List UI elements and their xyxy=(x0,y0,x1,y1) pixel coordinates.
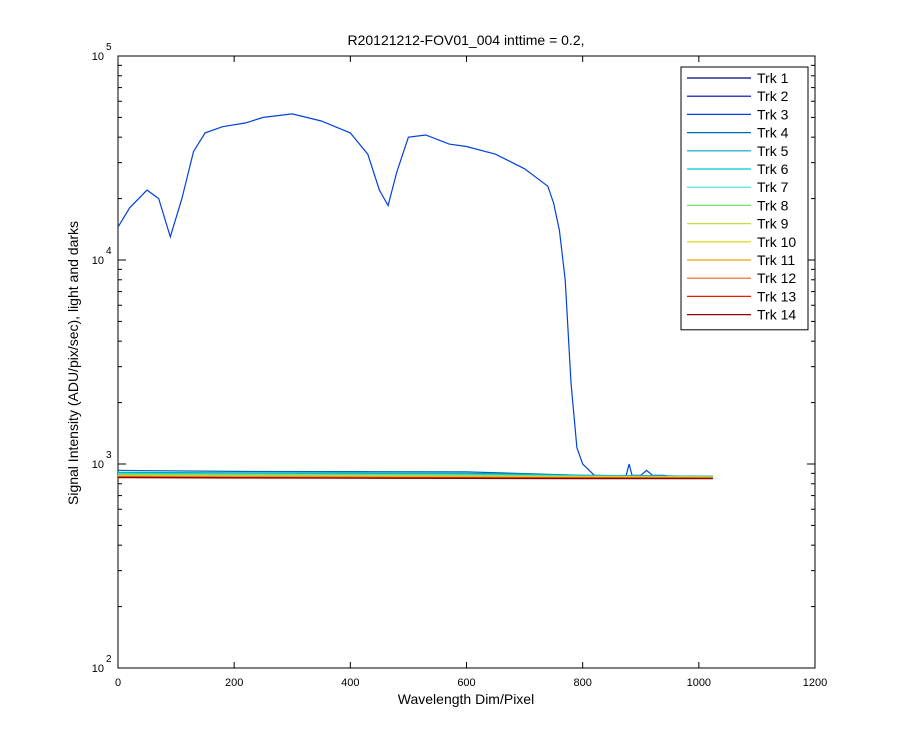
y-tick-label: 10 xyxy=(92,255,104,267)
series-layer xyxy=(117,113,713,480)
x-tick-label: 200 xyxy=(225,677,243,689)
legend-label: Trk 8 xyxy=(757,197,789,213)
legend: Trk 1 Trk 2 Trk 3 Trk 4 Trk 5 Trk 6 Trk 7 Trk 8… xyxy=(680,66,809,331)
legend-label: Trk 14 xyxy=(757,307,796,323)
y-tick-exponent: 5 xyxy=(106,42,112,53)
legend-label: Trk 3 xyxy=(757,106,789,122)
y-axis-label: Signal Intensity (ADU/pix/sec), light an… xyxy=(65,221,81,505)
x-tick-label: 600 xyxy=(457,677,475,689)
legend-box xyxy=(680,66,809,331)
y-tick-label: 10 xyxy=(92,663,104,675)
legend-label: Trk 4 xyxy=(757,125,789,141)
legend-label: Trk 7 xyxy=(757,179,789,195)
y-tick-label: 10 xyxy=(92,459,104,471)
legend-label: Trk 6 xyxy=(757,161,789,177)
x-tick-label: 800 xyxy=(573,677,591,689)
y-tick-exponent: 4 xyxy=(106,246,112,257)
chart-title: R20121212-FOV01_004 inttime = 0.2, xyxy=(348,32,585,48)
legend-label: Trk 10 xyxy=(757,234,796,250)
x-tick-label: 400 xyxy=(341,677,359,689)
legend-label: Trk 2 xyxy=(757,88,789,104)
legend-label: Trk 13 xyxy=(757,288,796,304)
x-axis-ticks: 0 200 400 600 800 1000 1200 xyxy=(115,56,827,689)
y-tick-exponent: 3 xyxy=(106,450,112,461)
series-line-trk-14 xyxy=(117,477,713,480)
x-tick-label: 1200 xyxy=(803,677,827,689)
legend-label: Trk 5 xyxy=(757,143,789,159)
legend-label: Trk 11 xyxy=(757,252,795,268)
legend-label: Trk 12 xyxy=(757,270,796,286)
legend-label: Trk 9 xyxy=(757,216,789,232)
x-axis-label: Wavelength Dim/Pixel xyxy=(398,691,534,707)
y-tick-label: 10 xyxy=(92,51,104,63)
x-tick-label: 1000 xyxy=(687,677,711,689)
y-tick-exponent: 2 xyxy=(106,654,112,665)
legend-label: Trk 1 xyxy=(757,70,789,86)
x-tick-label: 0 xyxy=(115,677,121,689)
